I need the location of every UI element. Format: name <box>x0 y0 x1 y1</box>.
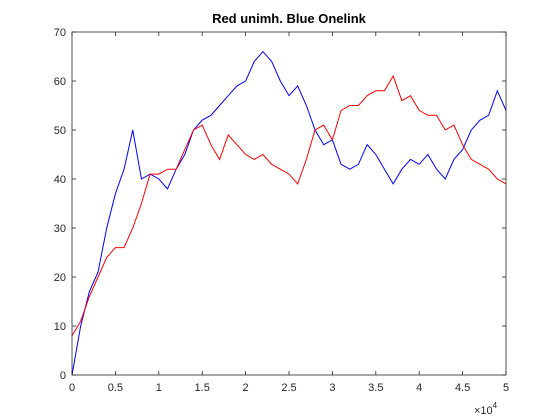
line-series <box>71 50 507 376</box>
x-tick-label: 0.5 <box>108 382 123 394</box>
line-series <box>71 74 507 337</box>
y-tick-label: 30 <box>54 223 66 235</box>
x-tick-label: 1 <box>156 382 162 394</box>
chart-title: Red unimh. Blue Onelink <box>212 11 367 26</box>
x-tick-label: 3.5 <box>368 382 383 394</box>
y-tick-label: 40 <box>54 174 66 186</box>
x-tick-label: 4.5 <box>455 382 470 394</box>
y-tick-label: 50 <box>54 125 66 137</box>
x-tick-label: 2 <box>243 382 249 394</box>
x-tick-label: 1.5 <box>195 382 210 394</box>
y-tick-label: 70 <box>54 27 66 39</box>
y-tick-label: 10 <box>54 321 66 333</box>
x-tick-label: 5 <box>503 382 509 394</box>
y-tick-label: 60 <box>54 76 66 88</box>
x-tick-label: 0 <box>69 382 75 394</box>
x-tick-label: 3 <box>329 382 335 394</box>
x-tick-label: 4 <box>416 382 422 394</box>
x-exponent-power: 4 <box>493 401 498 410</box>
x-exponent: ×104 <box>474 401 498 417</box>
y-tick-label: 20 <box>54 272 66 284</box>
y-tick-label: 0 <box>60 370 66 382</box>
x-exponent-base: ×10 <box>474 405 493 417</box>
x-tick-label: 2.5 <box>281 382 296 394</box>
